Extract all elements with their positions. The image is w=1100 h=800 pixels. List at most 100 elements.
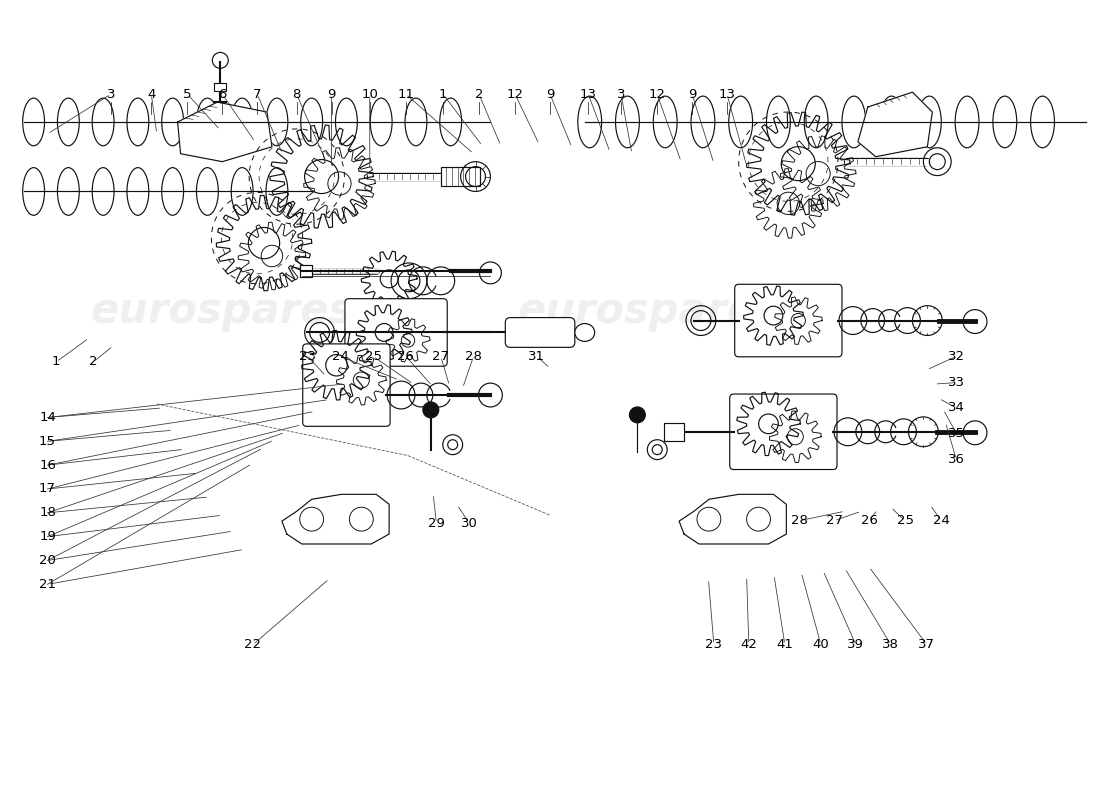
- Text: 20: 20: [40, 554, 56, 567]
- Text: 9: 9: [328, 88, 336, 101]
- Text: 31: 31: [528, 350, 546, 363]
- Ellipse shape: [92, 98, 114, 146]
- Ellipse shape: [23, 98, 44, 146]
- Text: 33: 33: [948, 376, 965, 389]
- Text: 3: 3: [617, 88, 625, 101]
- Text: 38: 38: [882, 638, 900, 651]
- Text: eurospares: eurospares: [90, 290, 354, 332]
- Ellipse shape: [767, 96, 790, 148]
- Ellipse shape: [691, 96, 715, 148]
- Text: 1: 1: [439, 88, 448, 101]
- Text: 25: 25: [364, 350, 382, 363]
- Text: 27: 27: [432, 350, 449, 363]
- Ellipse shape: [126, 98, 148, 146]
- Text: 26: 26: [397, 350, 415, 363]
- Text: 26: 26: [860, 514, 878, 527]
- Ellipse shape: [880, 96, 903, 148]
- Text: 1: 1: [52, 355, 60, 368]
- Ellipse shape: [162, 98, 184, 146]
- Polygon shape: [177, 102, 272, 162]
- Text: 30: 30: [461, 517, 477, 530]
- Text: 13: 13: [718, 88, 736, 101]
- Text: 14: 14: [40, 411, 56, 424]
- Text: 12: 12: [649, 88, 666, 101]
- Text: 21: 21: [39, 578, 56, 591]
- Circle shape: [629, 407, 646, 423]
- Ellipse shape: [842, 96, 866, 148]
- Text: 22: 22: [244, 638, 262, 651]
- Text: 23: 23: [299, 350, 316, 363]
- Text: 15: 15: [39, 435, 56, 448]
- Text: 10: 10: [361, 88, 378, 101]
- FancyBboxPatch shape: [735, 284, 842, 357]
- Bar: [299, 265, 311, 277]
- Ellipse shape: [57, 98, 79, 146]
- Ellipse shape: [955, 96, 979, 148]
- Text: eurospares: eurospares: [518, 290, 781, 332]
- Ellipse shape: [917, 96, 942, 148]
- Circle shape: [422, 402, 439, 418]
- Text: 37: 37: [918, 638, 935, 651]
- Text: 29: 29: [428, 517, 444, 530]
- Text: 24: 24: [332, 350, 349, 363]
- Polygon shape: [679, 494, 786, 544]
- Ellipse shape: [1031, 96, 1055, 148]
- Text: 9: 9: [546, 88, 554, 101]
- Text: 13: 13: [580, 88, 596, 101]
- Polygon shape: [858, 92, 933, 157]
- Text: 39: 39: [847, 638, 865, 651]
- Ellipse shape: [266, 168, 288, 215]
- Ellipse shape: [728, 96, 752, 148]
- Ellipse shape: [371, 98, 392, 146]
- Ellipse shape: [578, 96, 602, 148]
- Text: 5: 5: [183, 88, 191, 101]
- Text: 2: 2: [89, 355, 98, 368]
- Text: 9: 9: [688, 88, 696, 101]
- Polygon shape: [282, 494, 389, 544]
- Text: 16: 16: [40, 458, 56, 472]
- Ellipse shape: [126, 168, 148, 215]
- Text: 3: 3: [107, 88, 116, 101]
- Ellipse shape: [804, 96, 828, 148]
- Text: 19: 19: [40, 530, 56, 543]
- Text: 42: 42: [740, 638, 757, 651]
- Ellipse shape: [300, 98, 322, 146]
- Text: 32: 32: [948, 350, 965, 363]
- FancyBboxPatch shape: [505, 318, 575, 347]
- Text: 17: 17: [39, 482, 56, 495]
- Bar: [441, 166, 481, 186]
- Ellipse shape: [336, 98, 358, 146]
- Text: 40: 40: [813, 638, 829, 651]
- Ellipse shape: [405, 98, 427, 146]
- Ellipse shape: [440, 98, 462, 146]
- Text: 18: 18: [40, 506, 56, 519]
- Ellipse shape: [266, 98, 288, 146]
- Text: 12: 12: [506, 88, 524, 101]
- Bar: [214, 83, 227, 91]
- Text: 25: 25: [896, 514, 913, 527]
- Text: 27: 27: [825, 514, 843, 527]
- Text: 2: 2: [475, 88, 483, 101]
- Ellipse shape: [575, 323, 595, 342]
- Ellipse shape: [162, 168, 184, 215]
- Text: 36: 36: [948, 453, 965, 466]
- Ellipse shape: [993, 96, 1016, 148]
- Ellipse shape: [616, 96, 639, 148]
- Text: 24: 24: [933, 514, 949, 527]
- FancyBboxPatch shape: [345, 298, 448, 366]
- Text: 35: 35: [948, 427, 965, 440]
- Text: 41: 41: [777, 638, 793, 651]
- Bar: [664, 423, 684, 441]
- Text: 11: 11: [397, 88, 415, 101]
- Ellipse shape: [653, 96, 678, 148]
- Ellipse shape: [57, 168, 79, 215]
- Text: 7: 7: [253, 88, 262, 101]
- FancyBboxPatch shape: [729, 394, 837, 470]
- Ellipse shape: [197, 168, 218, 215]
- Text: 8: 8: [293, 88, 300, 101]
- Ellipse shape: [197, 98, 218, 146]
- FancyBboxPatch shape: [302, 344, 390, 426]
- Text: 28: 28: [791, 514, 807, 527]
- Text: 28: 28: [465, 350, 482, 363]
- Ellipse shape: [23, 168, 44, 215]
